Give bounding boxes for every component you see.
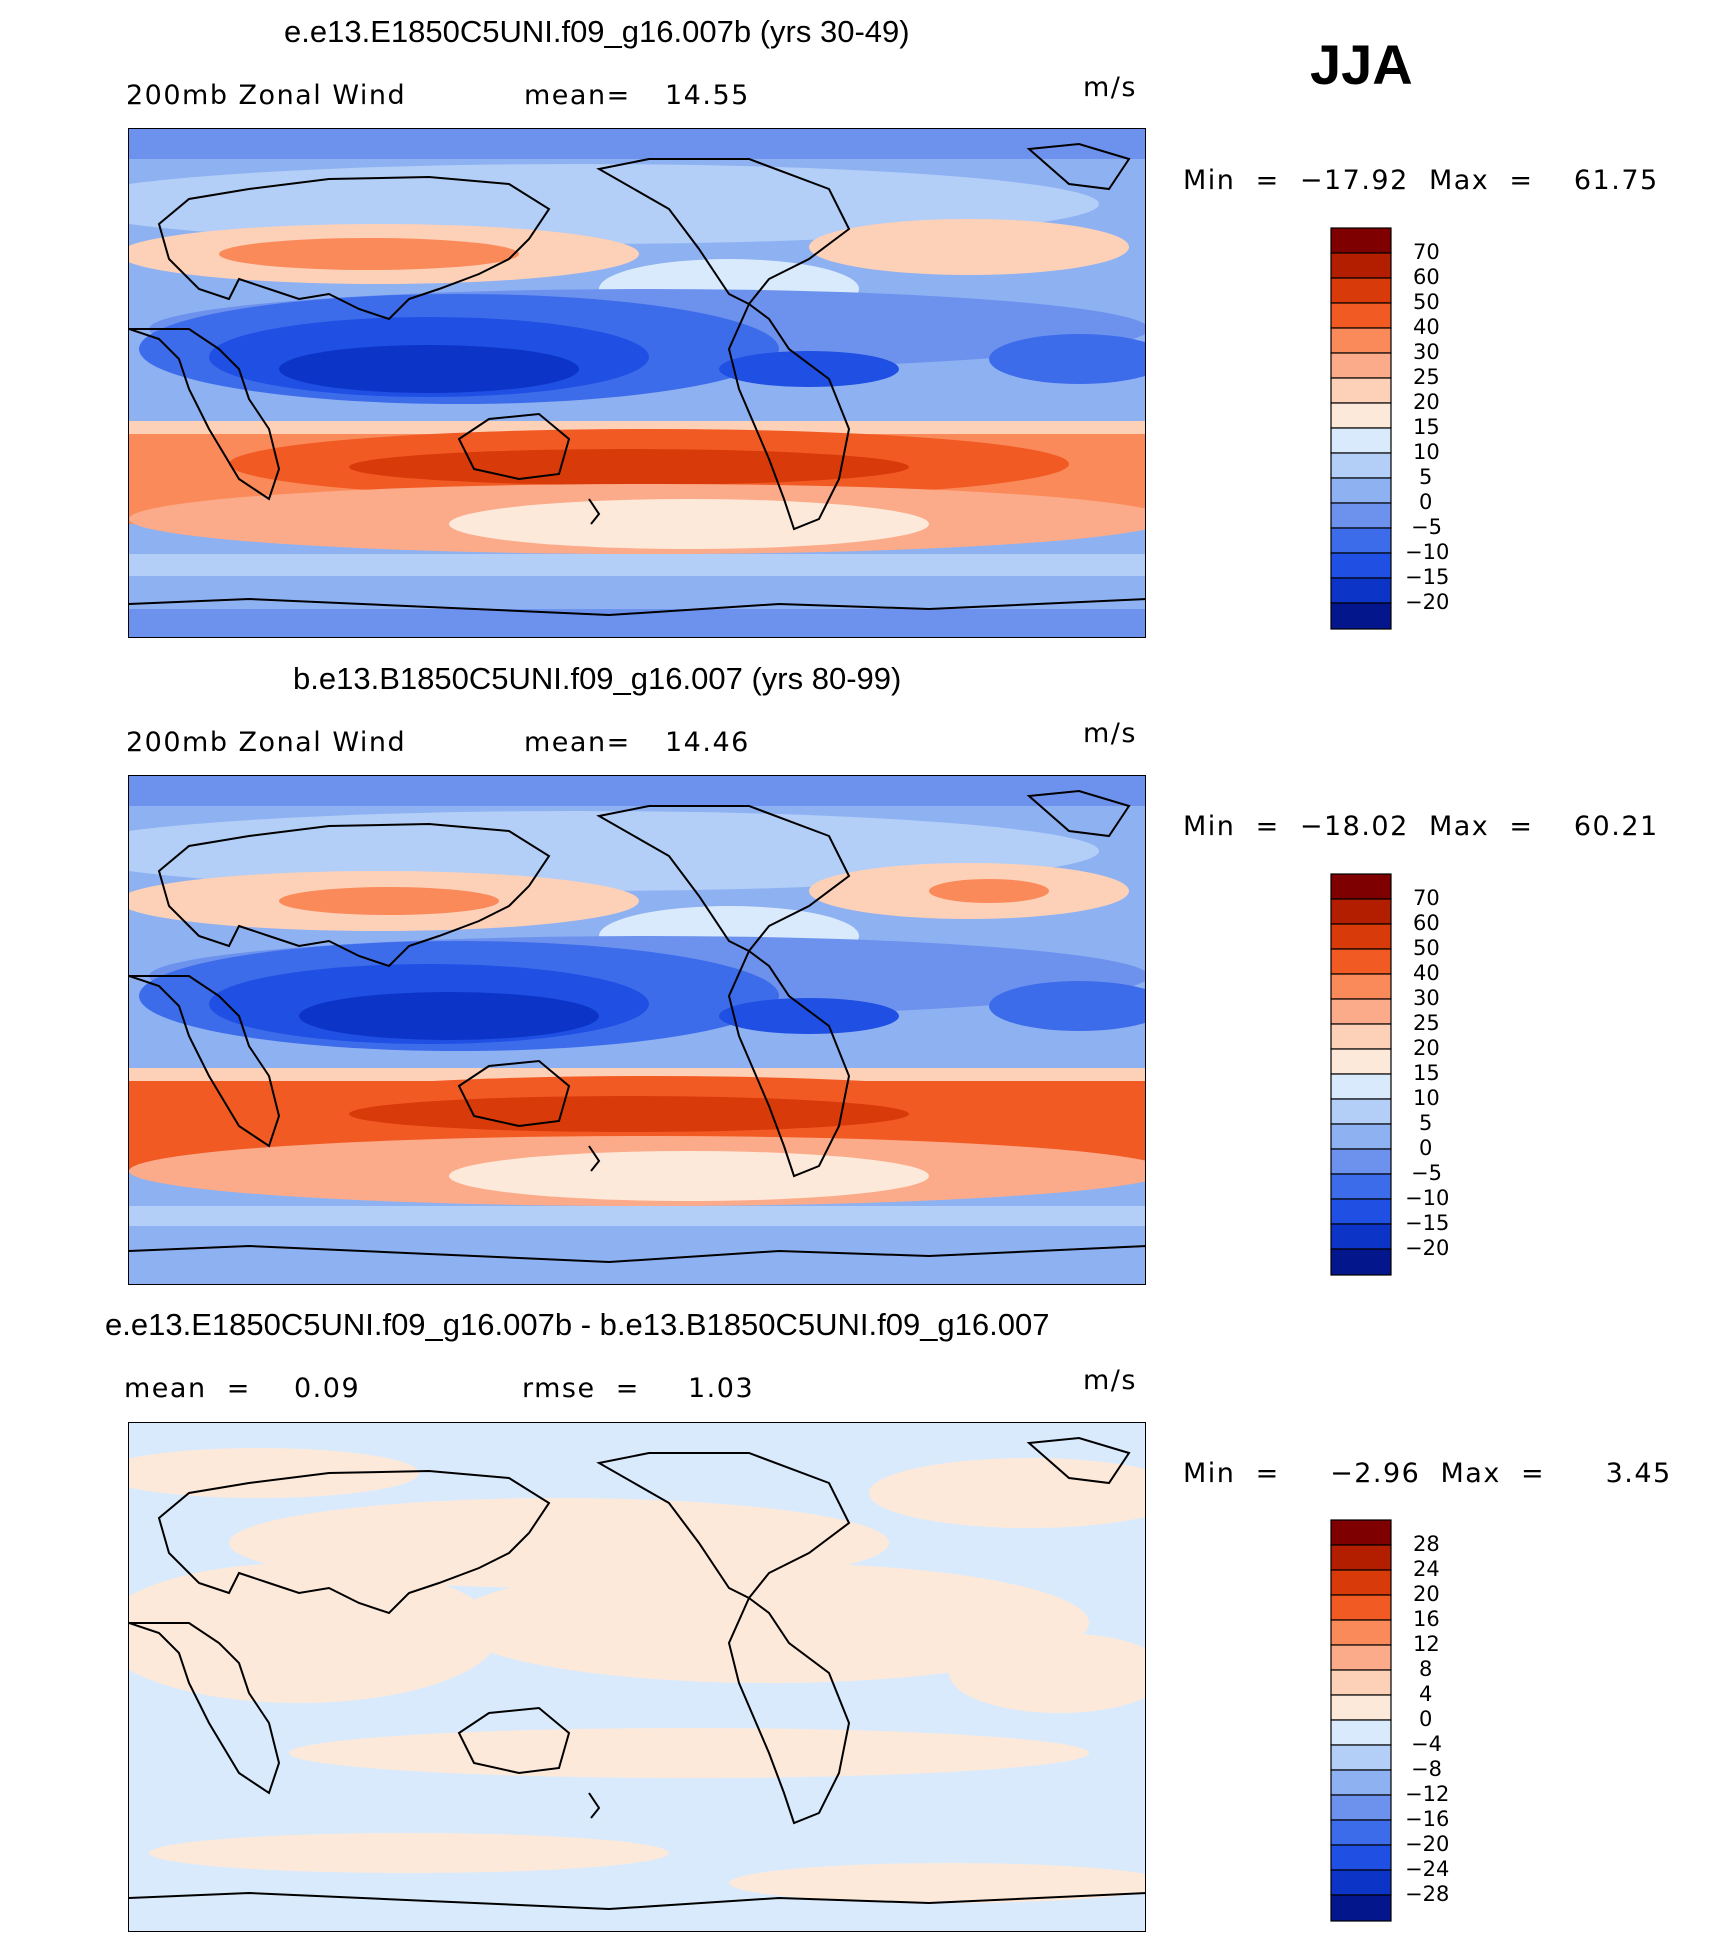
panel-2-title: b.e13.B1850C5UNI.f09_g16.007 (yrs 80-99) [293,661,902,696]
colorbar-label: 24 [1413,1557,1440,1581]
panel-2-coastlines [129,789,1145,1264]
colorbar-label: 4 [1419,1682,1433,1706]
panel-3-rmse-value: 1.03 [688,1373,755,1404]
colorbar-label: 15 [1413,1061,1440,1085]
panel-2-mean-value: 14.46 [665,727,750,758]
colorbar-label: −15 [1405,1211,1450,1235]
panel-1-coastlines [129,142,1145,617]
panel-1-units: m/s [1083,72,1137,103]
colorbar-label: 70 [1413,240,1440,264]
colorbar-label: 10 [1413,1086,1440,1110]
colorbar-label: 0 [1419,1136,1433,1160]
panel-1-mean-value: 14.55 [665,80,750,111]
panel-2-minmax: Min = −18.02 Max = 60.21 [1183,811,1659,842]
colorbar-label: 20 [1413,1036,1440,1060]
colorbar-label: −5 [1411,1161,1442,1185]
season-label: JJA [1310,33,1413,96]
colorbar-label: 8 [1419,1657,1433,1681]
colorbar-label: 25 [1413,365,1440,389]
panel-1-map [128,128,1146,638]
panel-2-map [128,775,1146,1285]
colorbar-label: 40 [1413,315,1440,339]
colorbar-label: 16 [1413,1607,1440,1631]
panel-3-coastlines [129,1436,1145,1911]
panel-1-mean-label: mean= [524,80,631,111]
panel-3-title: e.e13.E1850C5UNI.f09_g16.007b - b.e13.B1… [105,1307,1050,1342]
colorbar-label: −10 [1405,540,1450,564]
colorbar-label: −12 [1405,1782,1450,1806]
panel-3-mean-label: mean = [124,1373,251,1404]
colorbar-label: 0 [1419,1707,1433,1731]
colorbar-label: 15 [1413,415,1440,439]
colorbar-label: 20 [1413,390,1440,414]
colorbar-label: 10 [1413,440,1440,464]
panel-3-mean-value: 0.09 [294,1373,361,1404]
colorbar-label: −8 [1411,1757,1442,1781]
colorbar-label: −20 [1405,1236,1450,1260]
panel-2-colorbar [1330,873,1392,1277]
colorbar-label: 0 [1419,490,1433,514]
panel-1-title: e.e13.E1850C5UNI.f09_g16.007b (yrs 30-49… [284,14,910,49]
colorbar-label: −4 [1411,1732,1442,1756]
panel-3-rmse-label: rmse = [522,1373,640,1404]
colorbar-label: 20 [1413,1582,1440,1606]
colorbar-label: 50 [1413,290,1440,314]
colorbar-label: 60 [1413,265,1440,289]
colorbar-label: 25 [1413,1011,1440,1035]
panel-1-minmax: Min = −17.92 Max = 61.75 [1183,165,1659,196]
colorbar-label: 12 [1413,1632,1440,1656]
colorbar-label: −24 [1405,1857,1450,1881]
colorbar-label: 5 [1419,465,1433,489]
panel-1-colorbar [1330,227,1392,631]
panel-3-map [128,1422,1146,1932]
panel-2-mean-label: mean= [524,727,631,758]
colorbar-label: 30 [1413,340,1440,364]
panel-3-units: m/s [1083,1365,1137,1396]
colorbar-label: 70 [1413,886,1440,910]
colorbar-label: −20 [1405,1832,1450,1856]
colorbar-label: 40 [1413,961,1440,985]
colorbar-label: −28 [1405,1882,1450,1906]
panel-2-variable: 200mb Zonal Wind [126,727,407,758]
panel-3-colorbar [1330,1519,1392,1923]
panel-1-variable: 200mb Zonal Wind [126,80,407,111]
panel-2-units: m/s [1083,718,1137,749]
colorbar-label: −5 [1411,515,1442,539]
colorbar-label: −20 [1405,590,1450,614]
colorbar-label: 50 [1413,936,1440,960]
panel-3-minmax: Min = −2.96 Max = 3.45 [1183,1458,1672,1489]
colorbar-label: −16 [1405,1807,1450,1831]
colorbar-label: 60 [1413,911,1440,935]
colorbar-label: −15 [1405,565,1450,589]
colorbar-label: 30 [1413,986,1440,1010]
colorbar-label: 5 [1419,1111,1433,1135]
colorbar-label: −10 [1405,1186,1450,1210]
colorbar-label: 28 [1413,1532,1440,1556]
